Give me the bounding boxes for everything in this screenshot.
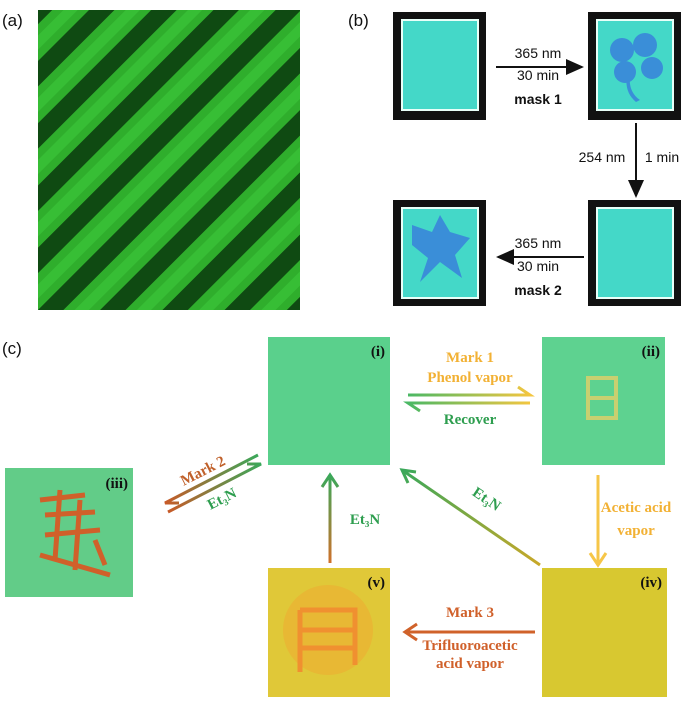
step-text: 254 nm — [579, 149, 626, 165]
arrow — [588, 475, 608, 568]
arrow — [403, 401, 530, 413]
step-text: 30 min — [517, 67, 559, 83]
arrow — [408, 385, 535, 397]
arrow-label: Et₃N — [350, 512, 380, 528]
sample-3 — [588, 200, 681, 306]
arrow-label: Et₃N — [469, 485, 503, 515]
step-text: mask 2 — [514, 282, 562, 298]
state-iv — [542, 568, 667, 697]
step-text: 1 min — [645, 149, 679, 165]
state-label: (i) — [371, 344, 385, 360]
arrow-label: Recover — [444, 412, 497, 428]
arrow — [320, 472, 340, 563]
sample-2 — [588, 12, 681, 120]
state-label: (v) — [368, 575, 386, 591]
arrow-label: Acetic acid — [601, 500, 672, 516]
arrow-label: Mark 3 — [446, 605, 494, 621]
step-text: mask 1 — [514, 91, 562, 107]
sample-4 — [393, 200, 486, 306]
arrow-label: vapor — [617, 523, 655, 539]
state-ii — [542, 337, 665, 465]
step-text: 365 nm — [515, 45, 562, 61]
arrow — [399, 468, 541, 567]
state-i — [268, 337, 390, 465]
arrow-label: Trifluoroacetic — [422, 638, 518, 654]
panel-label: (a) — [2, 11, 23, 30]
arrow — [167, 462, 262, 514]
step-text: 30 min — [517, 258, 559, 274]
arrow-label: Phenol vapor — [427, 370, 513, 386]
arrow — [164, 453, 259, 505]
panel-label: (b) — [348, 11, 369, 30]
state-v — [268, 568, 390, 697]
state-iii — [5, 468, 133, 597]
panel-label: (c) — [2, 339, 22, 358]
step-text: 365 nm — [515, 235, 562, 251]
state-label: (iii) — [106, 476, 129, 492]
sample-1 — [393, 12, 486, 120]
state-label: (iv) — [640, 575, 662, 591]
arrow-label: Mark 1 — [446, 350, 494, 366]
state-label: (ii) — [642, 344, 660, 360]
arrow — [402, 622, 535, 642]
arrow-label: acid vapor — [436, 656, 504, 672]
stripe-image — [38, 10, 300, 310]
